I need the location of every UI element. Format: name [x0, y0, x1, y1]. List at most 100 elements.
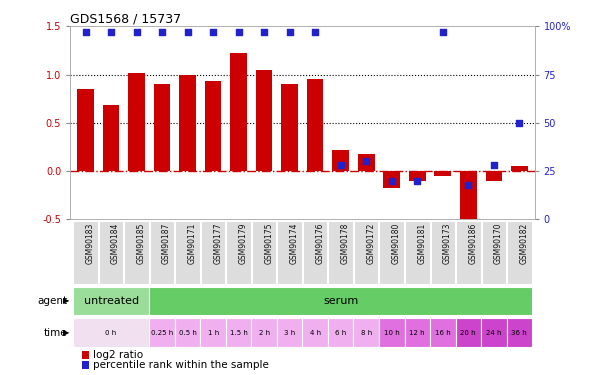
Bar [77, 89, 94, 171]
Bar [481, 220, 506, 284]
Bar [303, 220, 327, 284]
Bar [302, 318, 328, 347]
Text: GSM90183: GSM90183 [86, 223, 95, 264]
Point [336, 162, 346, 168]
Bar [150, 220, 174, 284]
Bar [405, 220, 430, 284]
Bar [511, 166, 528, 171]
Text: time: time [43, 328, 67, 338]
Point [463, 182, 473, 188]
Point [132, 29, 142, 35]
Text: 12 h: 12 h [409, 330, 425, 336]
Point [514, 120, 524, 126]
Bar [103, 105, 119, 171]
Text: GSM90171: GSM90171 [188, 223, 197, 264]
Text: GSM90176: GSM90176 [315, 223, 324, 264]
Text: 20 h: 20 h [461, 330, 476, 336]
Bar [154, 84, 170, 171]
Text: 4 h: 4 h [310, 330, 321, 336]
Bar [200, 318, 226, 347]
Bar [73, 286, 149, 315]
Bar [507, 318, 532, 347]
Bar [180, 75, 196, 171]
Bar [149, 318, 175, 347]
Text: agent: agent [37, 296, 67, 306]
Bar [354, 220, 378, 284]
Bar [329, 220, 353, 284]
Bar [277, 220, 302, 284]
Point [183, 29, 192, 35]
Text: 10 h: 10 h [384, 330, 400, 336]
Text: untreated: untreated [84, 296, 139, 306]
Text: GSM90184: GSM90184 [111, 223, 120, 264]
Text: GSM90186: GSM90186 [468, 223, 477, 264]
Text: 8 h: 8 h [360, 330, 372, 336]
Bar [456, 220, 480, 284]
Point [259, 29, 269, 35]
Text: 24 h: 24 h [486, 330, 502, 336]
Bar [205, 81, 221, 171]
Point [208, 29, 218, 35]
Bar [354, 318, 379, 347]
Point [157, 29, 167, 35]
Text: 3 h: 3 h [284, 330, 295, 336]
Text: 1.5 h: 1.5 h [230, 330, 247, 336]
Bar [227, 220, 251, 284]
Bar [358, 154, 375, 171]
Bar [252, 220, 276, 284]
Text: GSM90180: GSM90180 [392, 223, 401, 264]
Bar [384, 171, 400, 189]
Text: 0.5 h: 0.5 h [178, 330, 197, 336]
Text: 0.25 h: 0.25 h [151, 330, 174, 336]
Bar [201, 220, 225, 284]
Bar [460, 171, 477, 221]
Point [412, 178, 422, 184]
Text: GSM90185: GSM90185 [137, 223, 145, 264]
Text: GSM90177: GSM90177 [213, 223, 222, 264]
Text: 6 h: 6 h [335, 330, 346, 336]
Point [234, 29, 244, 35]
Text: GDS1568 / 15737: GDS1568 / 15737 [70, 12, 181, 25]
Bar [379, 318, 404, 347]
Text: GSM90178: GSM90178 [341, 223, 349, 264]
Text: GSM90173: GSM90173 [443, 223, 452, 264]
Point [489, 162, 499, 168]
Text: log2 ratio: log2 ratio [93, 350, 144, 360]
Bar [507, 220, 532, 284]
Bar [149, 286, 532, 315]
Text: 1 h: 1 h [208, 330, 219, 336]
Point [81, 29, 90, 35]
Bar [430, 318, 456, 347]
Bar [99, 220, 123, 284]
Bar [328, 318, 354, 347]
Text: GSM90182: GSM90182 [519, 223, 529, 264]
Bar [379, 220, 404, 284]
Bar [73, 220, 98, 284]
Text: 0 h: 0 h [106, 330, 117, 336]
Point [285, 29, 295, 35]
Bar [73, 318, 149, 347]
Text: GSM90179: GSM90179 [239, 223, 247, 264]
Bar [175, 318, 200, 347]
Text: percentile rank within the sample: percentile rank within the sample [93, 360, 269, 370]
Text: GSM90181: GSM90181 [417, 223, 426, 264]
Bar [456, 318, 481, 347]
Bar [481, 318, 507, 347]
Point [438, 29, 448, 35]
Text: 16 h: 16 h [435, 330, 451, 336]
Text: GSM90172: GSM90172 [366, 223, 375, 264]
Bar [230, 53, 247, 171]
Text: serum: serum [323, 296, 358, 306]
Text: GSM90175: GSM90175 [264, 223, 273, 264]
Point [387, 178, 397, 184]
Bar [128, 73, 145, 171]
Point [361, 158, 371, 164]
Text: GSM90187: GSM90187 [162, 223, 171, 264]
Bar [226, 318, 251, 347]
Text: 2 h: 2 h [258, 330, 269, 336]
Text: GSM90174: GSM90174 [290, 223, 299, 264]
Bar [486, 171, 502, 181]
Bar [431, 220, 455, 284]
Text: ▶: ▶ [63, 328, 70, 338]
Bar [409, 171, 425, 181]
